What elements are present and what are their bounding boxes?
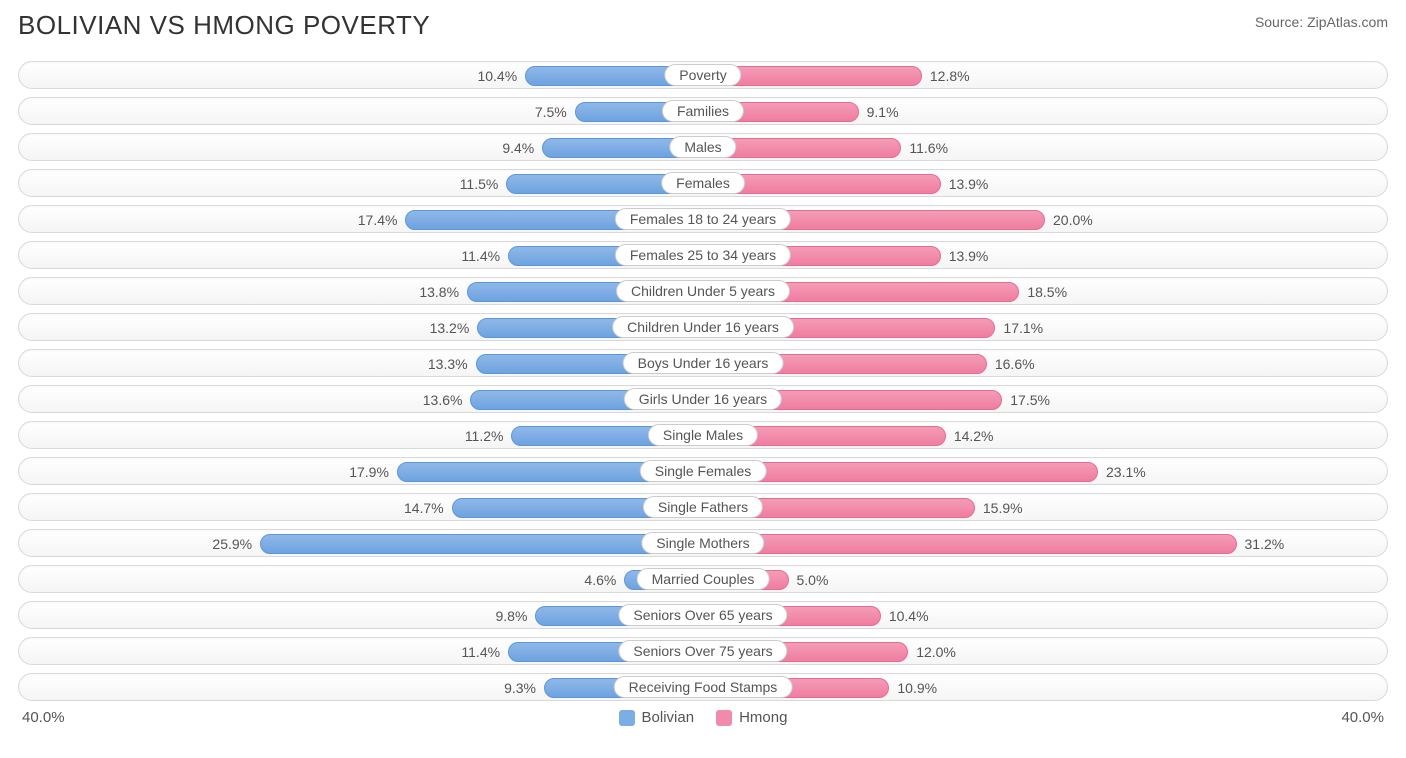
value-hmong: 11.6% [909, 134, 948, 162]
chart-row: 13.3% 16.6% Boys Under 16 years [18, 349, 1388, 377]
value-hmong: 10.9% [897, 674, 937, 702]
chart-row: 7.5% 9.1% Families [18, 97, 1388, 125]
value-bolivian: 25.9% [212, 530, 252, 558]
category-label: Females 18 to 24 years [615, 208, 791, 230]
chart-row: 11.4% 13.9% Females 25 to 34 years [18, 241, 1388, 269]
value-bolivian: 11.2% [465, 422, 504, 450]
value-bolivian: 10.4% [477, 62, 517, 90]
value-bolivian: 7.5% [535, 98, 567, 126]
value-hmong: 23.1% [1106, 458, 1146, 486]
axis-max-right: 40.0% [1341, 709, 1384, 726]
value-bolivian: 4.6% [584, 566, 616, 594]
chart-row: 13.6% 17.5% Girls Under 16 years [18, 385, 1388, 413]
chart-rows: 10.4%12.8%Poverty7.5%9.1%Families9.4%11.… [18, 61, 1388, 701]
category-label: Single Fathers [643, 496, 763, 518]
category-label: Males [669, 136, 736, 158]
category-label: Children Under 5 years [616, 280, 790, 302]
chart-row: 9.3% 10.9% Receiving Food Stamps [18, 673, 1388, 701]
chart-row: 17.4% 20.0% Females 18 to 24 years [18, 205, 1388, 233]
chart-header: BOLIVIAN VS HMONG POVERTY Source: ZipAtl… [18, 10, 1388, 41]
category-label: Boys Under 16 years [623, 352, 784, 374]
value-bolivian: 13.8% [419, 278, 459, 306]
chart-row: 13.8% 18.5% Children Under 5 years [18, 277, 1388, 305]
chart-row: 10.4% 12.8% Poverty [18, 61, 1388, 89]
chart-legend: Bolivian Hmong [619, 709, 788, 726]
value-hmong: 12.8% [930, 62, 970, 90]
chart-row: 11.2% 14.2% Single Males [18, 421, 1388, 449]
category-label: Seniors Over 75 years [618, 640, 787, 662]
value-bolivian: 13.2% [430, 314, 470, 342]
chart-footer: 40.0% Bolivian Hmong 40.0% [18, 709, 1388, 726]
value-bolivian: 13.3% [428, 350, 468, 378]
legend-label-bolivian: Bolivian [642, 709, 695, 726]
value-hmong: 17.1% [1003, 314, 1043, 342]
value-hmong: 12.0% [916, 638, 956, 666]
value-hmong: 20.0% [1053, 206, 1093, 234]
value-hmong: 31.2% [1245, 530, 1285, 558]
category-label: Females [661, 172, 745, 194]
bar-hmong [703, 534, 1237, 554]
value-bolivian: 11.4% [461, 242, 500, 270]
value-hmong: 13.9% [949, 170, 989, 198]
legend-swatch-hmong [716, 710, 732, 726]
value-hmong: 14.2% [954, 422, 994, 450]
value-hmong: 18.5% [1027, 278, 1067, 306]
chart-title: BOLIVIAN VS HMONG POVERTY [18, 10, 430, 41]
value-bolivian: 9.3% [504, 674, 536, 702]
chart-row: 11.4% 12.0% Seniors Over 75 years [18, 637, 1388, 665]
legend-swatch-bolivian [619, 710, 635, 726]
legend-label-hmong: Hmong [739, 709, 787, 726]
category-label: Families [662, 100, 744, 122]
chart-row: 9.4% 11.6% Males [18, 133, 1388, 161]
value-hmong: 17.5% [1010, 386, 1050, 414]
value-bolivian: 9.4% [502, 134, 534, 162]
value-hmong: 10.4% [889, 602, 929, 630]
category-label: Single Males [648, 424, 758, 446]
value-bolivian: 11.4% [461, 638, 500, 666]
legend-item-hmong: Hmong [716, 709, 787, 726]
chart-row: 17.9% 23.1% Single Females [18, 457, 1388, 485]
category-label: Girls Under 16 years [624, 388, 782, 410]
chart-row: 11.5% 13.9% Females [18, 169, 1388, 197]
chart-row: 13.2% 17.1% Children Under 16 years [18, 313, 1388, 341]
value-bolivian: 17.4% [358, 206, 398, 234]
value-bolivian: 11.5% [460, 170, 499, 198]
category-label: Children Under 16 years [612, 316, 794, 338]
value-bolivian: 17.9% [349, 458, 389, 486]
value-hmong: 13.9% [949, 242, 989, 270]
value-bolivian: 14.7% [404, 494, 444, 522]
category-label: Receiving Food Stamps [614, 676, 793, 698]
category-label: Poverty [664, 64, 741, 86]
category-label: Married Couples [637, 568, 770, 590]
chart-row: 14.7% 15.9% Single Fathers [18, 493, 1388, 521]
legend-item-bolivian: Bolivian [619, 709, 695, 726]
axis-max-left: 40.0% [22, 709, 65, 726]
value-hmong: 16.6% [995, 350, 1035, 378]
chart-row: 4.6% 5.0% Married Couples [18, 565, 1388, 593]
value-hmong: 5.0% [797, 566, 829, 594]
value-hmong: 15.9% [983, 494, 1023, 522]
category-label: Single Females [640, 460, 767, 482]
chart-container: BOLIVIAN VS HMONG POVERTY Source: ZipAtl… [0, 0, 1406, 738]
chart-row: 25.9% 31.2% Single Mothers [18, 529, 1388, 557]
category-label: Single Mothers [641, 532, 764, 554]
chart-source: Source: ZipAtlas.com [1255, 14, 1388, 30]
value-bolivian: 13.6% [423, 386, 463, 414]
category-label: Seniors Over 65 years [618, 604, 787, 626]
bar-bolivian [260, 534, 703, 554]
category-label: Females 25 to 34 years [615, 244, 791, 266]
value-hmong: 9.1% [867, 98, 899, 126]
value-bolivian: 9.8% [496, 602, 528, 630]
chart-row: 9.8% 10.4% Seniors Over 65 years [18, 601, 1388, 629]
